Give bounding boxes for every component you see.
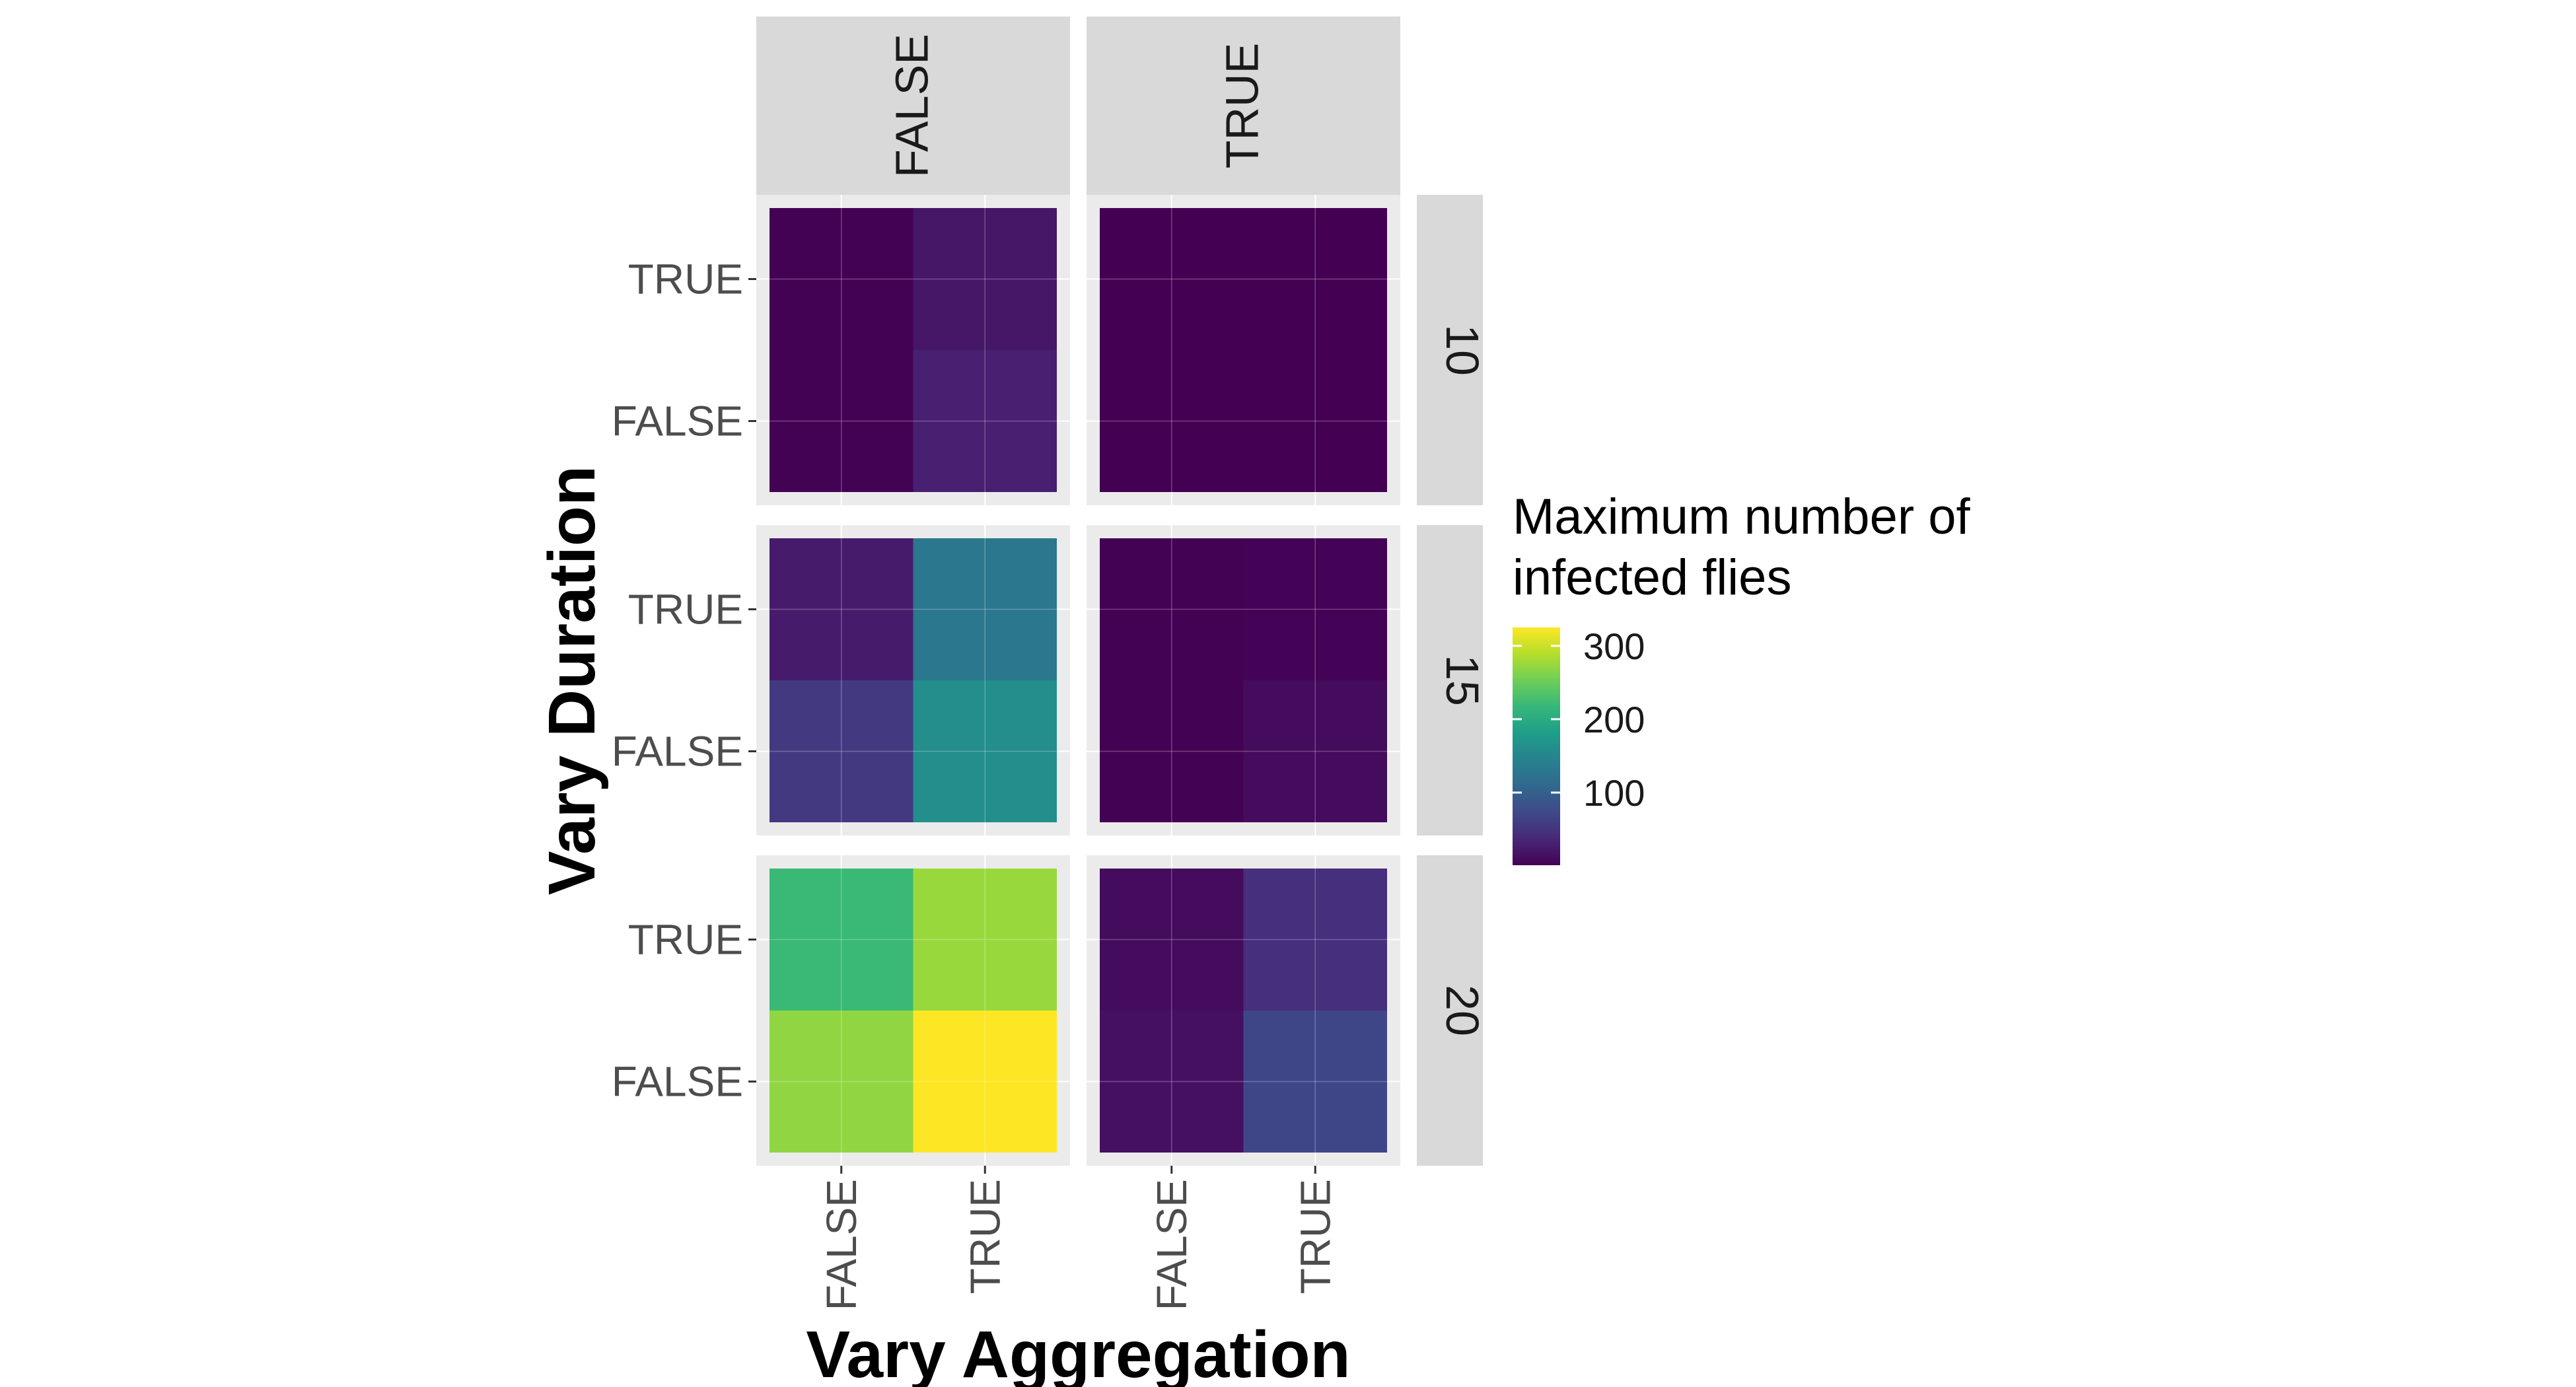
strip-background [1417,525,1483,836]
heatmap-tile [1100,208,1244,350]
facet-panel-20-true [1087,855,1400,1166]
legend-tick-label: 100 [1583,772,1645,814]
x-tick-label: TRUE [1291,1179,1339,1294]
facet-panels [756,195,1400,1166]
heatmap-tile [1243,208,1387,350]
x-axis-title: Vary Aggregation [806,1318,1350,1387]
x-tick-label: TRUE [961,1179,1009,1294]
heatmap-tile [769,538,913,680]
heatmap-tile [913,350,1057,492]
facet-strips: FALSE TRUE 10 15 20 [756,17,1488,1166]
y-tick-label: FALSE [612,728,743,775]
legend-title-line2: infected flies [1513,550,1791,606]
heatmap-tile [1243,350,1387,492]
y-axis-title: Vary Duration [535,466,609,895]
strip-col-false: FALSE [756,17,1070,195]
strip-row-10: 10 [1417,195,1488,505]
heatmap-tile [913,1011,1057,1153]
heatmap-tile [913,869,1057,1011]
heatmap-tile [1100,680,1244,822]
strip-label: 20 [1437,985,1488,1036]
strip-background [1087,17,1400,195]
heatmap-tile [1100,869,1244,1011]
strip-row-20: 20 [1417,855,1488,1166]
heatmap-tile [1243,1011,1387,1153]
strip-label: TRUE [1217,43,1268,169]
y-tick-label: TRUE [628,256,743,303]
strip-row-15: 15 [1417,525,1488,836]
strip-label: FALSE [886,34,938,178]
facet-panel-10-false [756,195,1070,505]
strip-background [1417,195,1483,505]
heatmap-tile [1100,350,1244,492]
strip-col-true: TRUE [1087,17,1400,195]
heatmap-tile [769,680,913,822]
x-tick-label: FALSE [818,1179,865,1310]
heatmap-tile [913,538,1057,680]
x-tick-label: FALSE [1148,1179,1196,1310]
y-tick-label: TRUE [628,586,743,633]
heatmap-tile [1100,1011,1244,1153]
heatmap-tile [769,350,913,492]
y-tick-label: TRUE [628,916,743,964]
heatmap-tile [1100,538,1244,680]
facet-panel-20-false [756,855,1070,1166]
legend-title-line1: Maximum number of [1513,489,1971,545]
axes: FALSE TRUE FALSE TRUE FALSE TRUE FALSE TRUE FALS… [535,256,1351,1387]
legend-colorbar [1513,627,1560,865]
heatmap-tile [769,208,913,350]
facet-panel-15-false [756,525,1070,836]
legend-tick-label: 300 [1583,625,1645,667]
heatmap-tile [1243,869,1387,1011]
legend-tick-label: 200 [1583,699,1645,740]
heatmap-tile [769,869,913,1011]
y-tick-label: FALSE [612,398,743,445]
color-legend: Maximum number of infected flies 100 200 30… [1513,489,1971,865]
strip-label: 10 [1437,324,1488,376]
strip-background [756,17,1070,195]
facet-panel-10-true [1087,195,1400,505]
facet-panel-15-true [1087,525,1400,836]
heatmap-tile [1243,680,1387,822]
heatmap-tile [913,208,1057,350]
heatmap-tile [913,680,1057,822]
y-tick-label: FALSE [612,1058,743,1106]
strip-background [1417,855,1483,1166]
heatmap-tile [769,1011,913,1153]
strip-label: 15 [1437,655,1488,706]
heatmap-tile [1243,538,1387,680]
